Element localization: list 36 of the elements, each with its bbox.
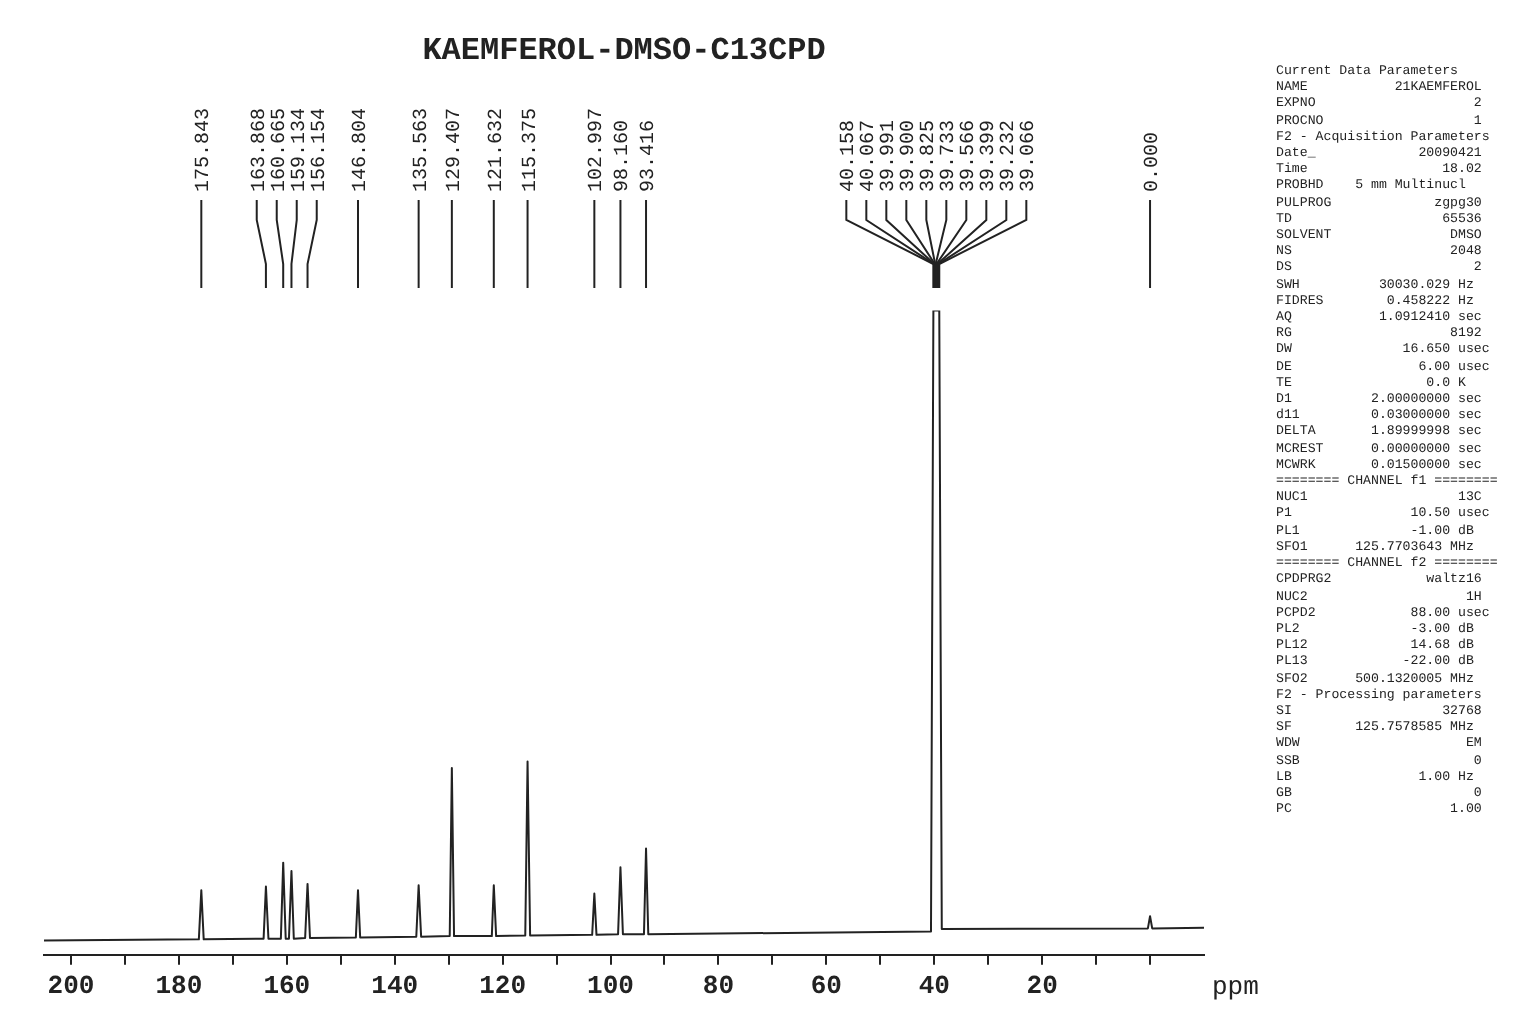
annotation: 40.067 bbox=[859, 119, 882, 192]
annotation: 159.134 bbox=[289, 107, 312, 192]
annotation: 129.407 bbox=[444, 107, 467, 192]
x-tick-label: 60 bbox=[810, 970, 843, 1001]
annotation: 115.375 bbox=[520, 107, 543, 192]
annotation: 39.066 bbox=[1019, 119, 1042, 192]
annotation: 156.154 bbox=[309, 107, 332, 192]
x-tick-label: 180 bbox=[155, 970, 203, 1001]
annotation: 39.825 bbox=[919, 119, 942, 192]
x-tick-label: 100 bbox=[587, 970, 635, 1001]
annotation: 0.000 bbox=[1143, 131, 1166, 192]
annotation: 121.632 bbox=[486, 107, 509, 192]
annotation: 175.843 bbox=[194, 107, 217, 192]
annotation: 39.733 bbox=[939, 119, 962, 192]
x-tick-label: 20 bbox=[1026, 970, 1059, 1001]
annotation: 39.991 bbox=[879, 119, 902, 192]
x-tick-label: 200 bbox=[47, 970, 95, 1001]
annotation: 102.997 bbox=[587, 107, 610, 192]
x-tick-label: 140 bbox=[371, 970, 419, 1001]
x-tick-label: 80 bbox=[702, 970, 735, 1001]
annotation: 163.868 bbox=[249, 107, 272, 192]
annotation: 39.566 bbox=[959, 119, 982, 192]
annotation: 160.665 bbox=[269, 107, 292, 192]
annotation: 39.900 bbox=[899, 119, 922, 192]
annotation: 146.804 bbox=[350, 107, 373, 192]
annotation: 39.232 bbox=[999, 119, 1022, 192]
annotation: 98.160 bbox=[613, 119, 636, 192]
x-tick-label: 160 bbox=[263, 970, 311, 1001]
annotation: 40.158 bbox=[839, 119, 862, 192]
x-axis-title: ppm bbox=[1212, 971, 1260, 1002]
chart-title: KAEMFEROL-DMSO-C13CPD bbox=[422, 33, 826, 70]
annotation: 39.399 bbox=[979, 119, 1002, 192]
x-tick-label: 40 bbox=[918, 970, 951, 1001]
annotation: 93.416 bbox=[639, 119, 662, 192]
x-tick-label: 120 bbox=[479, 970, 527, 1001]
annotation: 135.563 bbox=[411, 107, 434, 192]
